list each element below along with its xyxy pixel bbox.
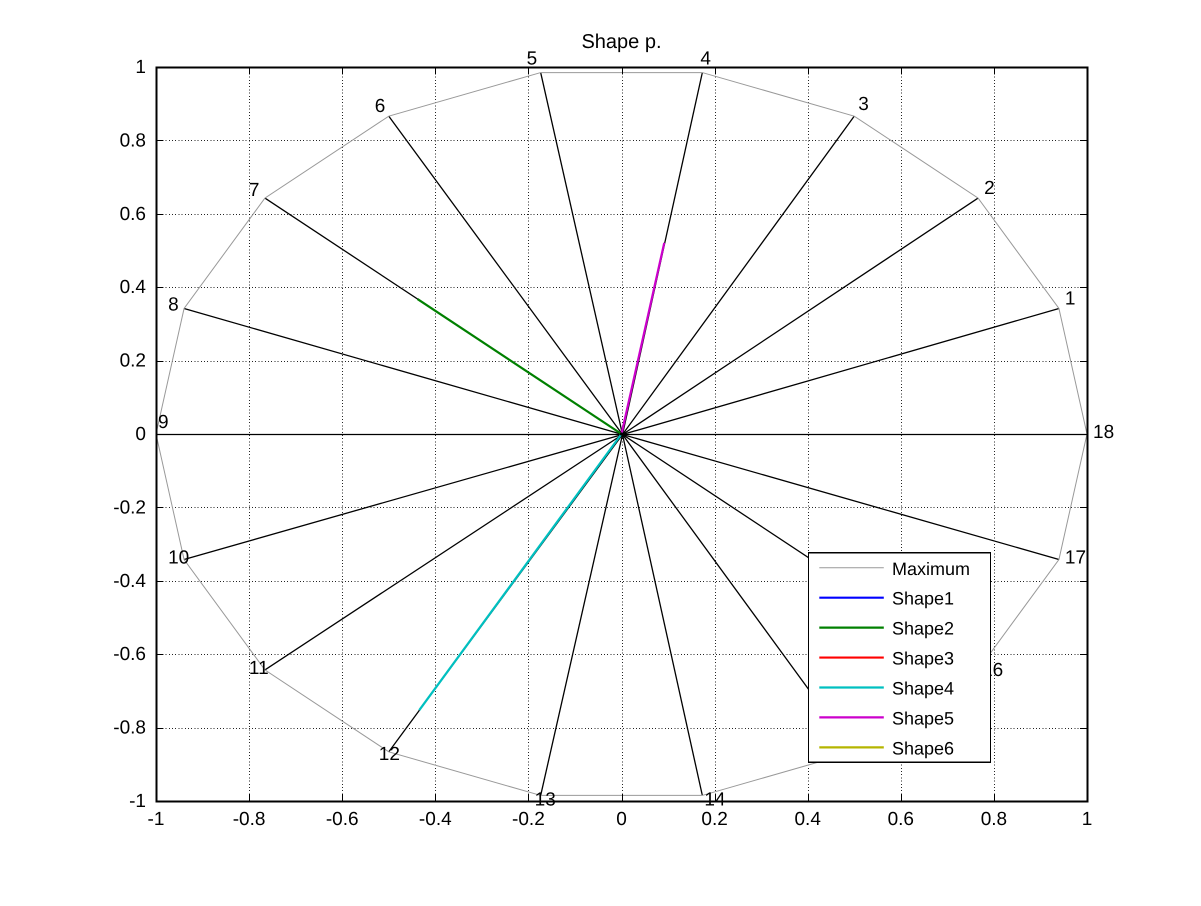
svg-text:Shape4: Shape4 — [892, 678, 954, 698]
svg-text:0.2: 0.2 — [701, 809, 727, 830]
svg-text:-0.2: -0.2 — [512, 809, 545, 830]
svg-text:0.6: 0.6 — [120, 204, 146, 225]
svg-text:1: 1 — [1082, 809, 1093, 830]
svg-text:-0.4: -0.4 — [419, 809, 452, 830]
svg-text:Shape2: Shape2 — [892, 619, 954, 639]
svg-text:Shape3: Shape3 — [892, 649, 954, 669]
svg-text:Shape5: Shape5 — [892, 708, 954, 728]
svg-text:0.6: 0.6 — [888, 809, 914, 830]
svg-text:0.4: 0.4 — [794, 809, 821, 830]
svg-text:-0.6: -0.6 — [326, 809, 359, 830]
svg-text:13: 13 — [535, 789, 556, 810]
svg-text:0: 0 — [135, 424, 146, 445]
svg-text:-0.8: -0.8 — [233, 809, 266, 830]
svg-text:12: 12 — [379, 744, 400, 765]
svg-text:6: 6 — [375, 96, 386, 117]
svg-text:0.4: 0.4 — [120, 277, 147, 298]
svg-text:4: 4 — [700, 49, 711, 70]
svg-text:-0.6: -0.6 — [113, 644, 146, 665]
svg-text:8: 8 — [168, 294, 179, 315]
svg-text:-0.8: -0.8 — [113, 718, 146, 739]
svg-text:1: 1 — [135, 57, 146, 78]
svg-text:Shape1: Shape1 — [892, 589, 954, 609]
svg-text:2: 2 — [984, 178, 995, 199]
svg-text:18: 18 — [1093, 422, 1114, 443]
svg-text:11: 11 — [249, 658, 269, 679]
svg-text:-0.2: -0.2 — [113, 497, 146, 518]
svg-text:5: 5 — [527, 49, 538, 70]
svg-text:9: 9 — [158, 412, 169, 433]
svg-text:10: 10 — [168, 548, 189, 569]
svg-text:Shape p.: Shape p. — [581, 31, 661, 53]
svg-text:-1: -1 — [148, 809, 165, 830]
svg-text:1: 1 — [1065, 288, 1076, 309]
svg-text:Maximum: Maximum — [892, 559, 970, 579]
svg-text:7: 7 — [249, 180, 260, 201]
svg-text:-0.4: -0.4 — [113, 571, 146, 592]
svg-text:0: 0 — [616, 809, 627, 830]
svg-text:0.8: 0.8 — [981, 809, 1007, 830]
svg-text:17: 17 — [1065, 548, 1086, 569]
svg-text:0.8: 0.8 — [120, 130, 146, 151]
svg-text:-1: -1 — [129, 791, 146, 812]
svg-text:Shape6: Shape6 — [892, 738, 954, 758]
svg-text:0.2: 0.2 — [120, 351, 146, 372]
svg-text:3: 3 — [858, 94, 869, 115]
